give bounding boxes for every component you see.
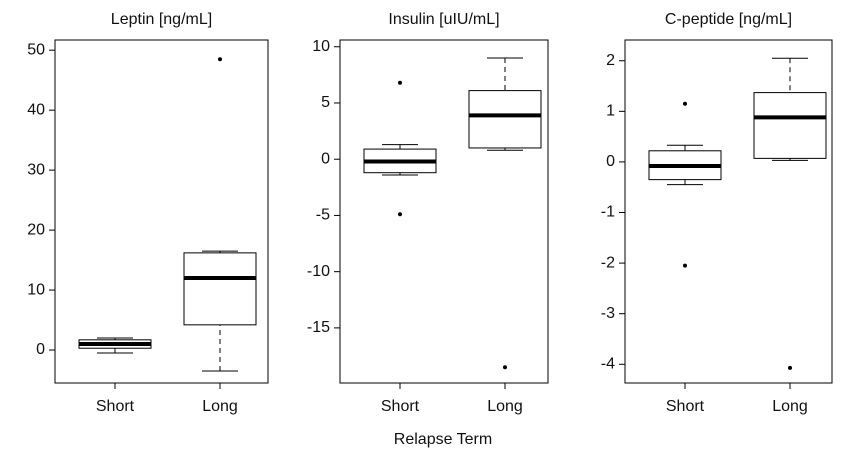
y-tick-label: 0 [321,150,330,167]
x-tick-label: Short [666,398,705,415]
outlier [398,212,402,217]
plot-frame [339,39,549,384]
y-tick-label: 50 [27,41,45,58]
outlier [788,365,792,370]
outlier [218,57,222,62]
outlier [683,263,687,268]
y-tick-label: 5 [321,94,330,111]
y-tick-label: 2 [606,52,615,69]
outlier [683,101,687,106]
y-tick-label: 20 [27,221,45,238]
box [183,252,257,326]
x-axis-title: Relapse Term [394,431,492,448]
panel-title: C-peptide [ng/mL] [665,11,792,28]
outlier [398,80,402,85]
outlier [503,365,507,370]
y-tick-label: -15 [307,319,330,336]
y-tick-label: -1 [601,204,615,221]
x-tick-label: Long [202,398,238,415]
plot-frame [54,39,269,384]
panel-title: Leptin [ng/mL] [111,11,212,28]
box [753,92,827,159]
panel-title: Insulin [uIU/mL] [388,11,499,28]
x-tick-label: Short [381,398,420,415]
y-tick-label: -10 [307,263,330,280]
y-tick-label: 0 [606,153,615,170]
y-tick-label: 30 [27,161,45,178]
y-tick-label: 0 [36,341,45,358]
y-tick-label: 10 [312,38,330,55]
y-tick-label: 40 [27,101,45,118]
y-tick-label: -5 [316,207,330,224]
y-tick-label: -2 [601,254,615,271]
y-tick-label: -4 [601,356,615,373]
plot-frame [624,39,833,384]
x-tick-label: Long [487,398,523,415]
y-tick-label: 1 [606,103,615,120]
x-tick-label: Long [772,398,808,415]
x-tick-label: Short [96,398,135,415]
y-tick-label: 10 [27,281,45,298]
y-tick-label: -3 [601,305,615,322]
box [468,90,542,149]
